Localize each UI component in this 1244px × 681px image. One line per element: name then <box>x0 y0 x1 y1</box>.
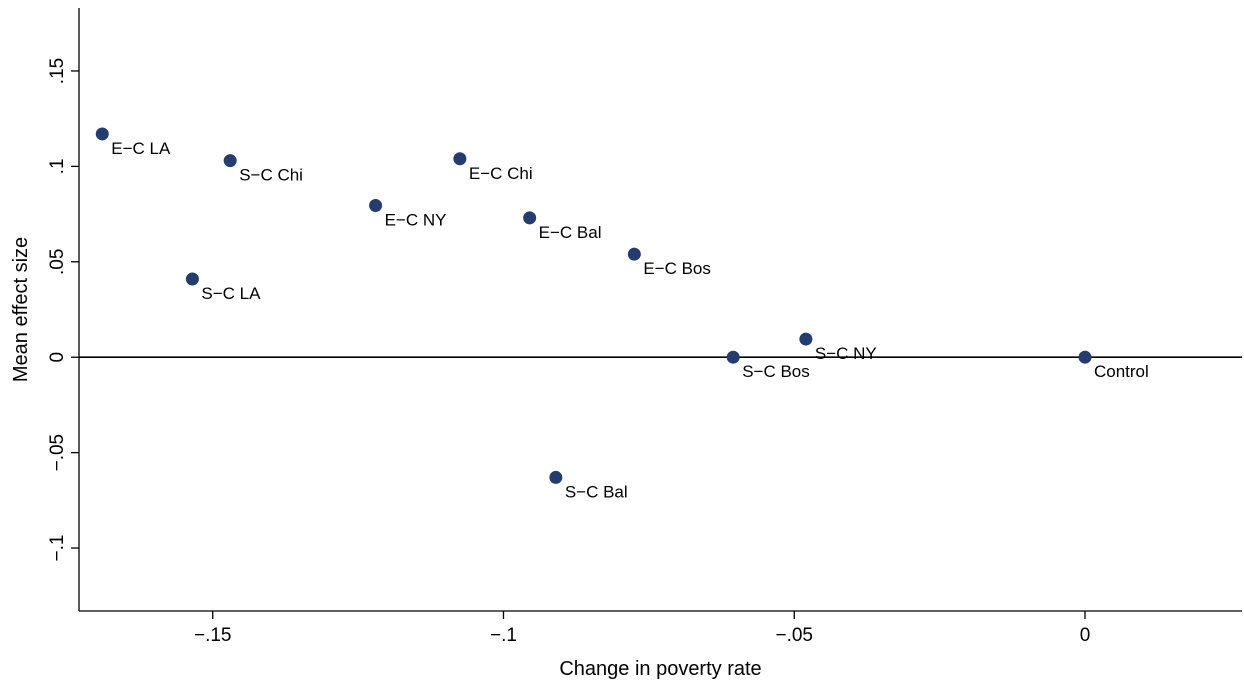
data-point-label: E−C Bos <box>643 259 711 278</box>
y-tick-label: .1 <box>47 158 68 174</box>
y-tick-label: .05 <box>47 249 68 275</box>
axes <box>78 8 1242 612</box>
data-point-label: S−C NY <box>815 344 877 363</box>
data-point <box>223 154 237 168</box>
x-tick-label: 0 <box>1080 625 1091 646</box>
x-axis-title: Change in poverty rate <box>559 658 761 680</box>
data-point-label: E−C Chi <box>469 164 533 183</box>
y-axis-title: Mean effect size <box>10 237 32 382</box>
data-point-label: S−C Bos <box>742 362 810 381</box>
data-point <box>799 332 813 346</box>
data-point <box>369 199 383 213</box>
y-tick-label: 0 <box>47 352 68 363</box>
data-point-label: E−C Bal <box>539 223 602 242</box>
data-point <box>185 272 199 286</box>
data-point <box>523 211 537 225</box>
data-point-label: Control <box>1094 362 1149 381</box>
x-ticks: −.15 −.1 −.05 0 <box>194 611 1090 646</box>
x-tick-label: −.1 <box>490 625 517 646</box>
y-tick-label: .15 <box>47 58 68 84</box>
data-point-label: S−C LA <box>201 284 261 303</box>
data-point-label: S−C Chi <box>239 166 303 185</box>
y-tick-label: −.05 <box>47 434 68 472</box>
data-point <box>95 127 109 141</box>
data-point-label: E−C LA <box>111 139 171 158</box>
x-tick-label: −.15 <box>194 625 232 646</box>
data-point <box>453 152 467 166</box>
data-point <box>549 470 563 484</box>
x-tick-label: −.05 <box>775 625 813 646</box>
data-point <box>726 350 740 364</box>
y-ticks: −.1 −.05 0 .05 .1 .15 <box>47 58 79 562</box>
data-point <box>627 247 641 261</box>
data-point <box>1078 350 1092 364</box>
y-tick-label: −.1 <box>47 535 68 562</box>
data-point-label: E−C NY <box>385 211 447 230</box>
data-point-label: S−C Bal <box>565 482 628 501</box>
data-points: E−C LA S−C Chi E−C Chi E−C NY E−C Bal S−C LA E… <box>95 127 1149 501</box>
